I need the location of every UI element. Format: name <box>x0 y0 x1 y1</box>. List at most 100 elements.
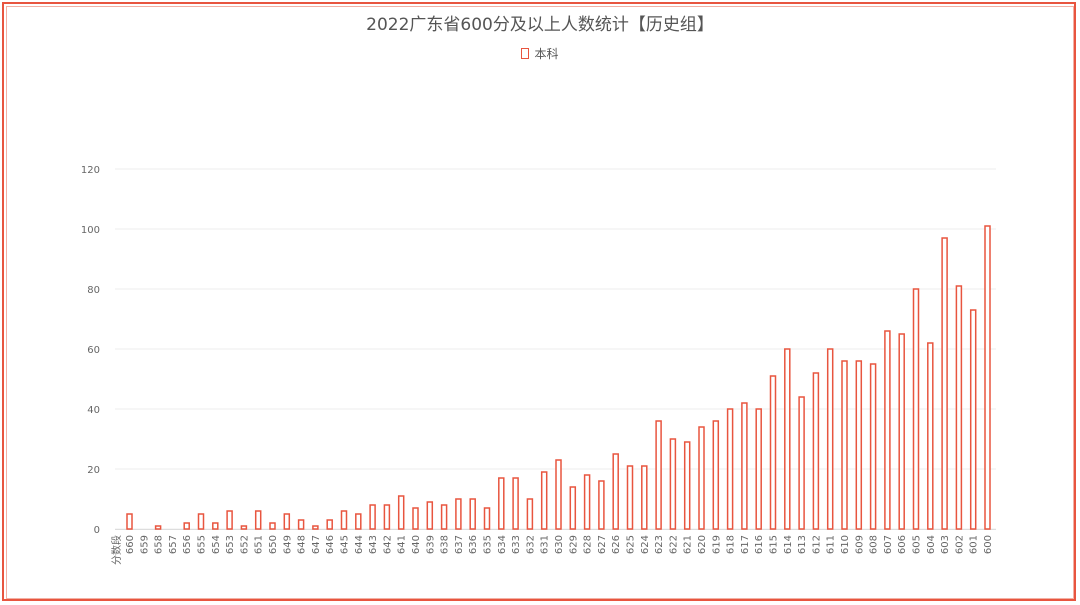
y-tick-label: 60 <box>87 345 100 356</box>
bar[interactable] <box>126 513 133 530</box>
x-tick-label: 640 <box>411 535 422 554</box>
bar[interactable] <box>369 504 376 530</box>
x-tick-label: 600 <box>983 535 994 554</box>
bar[interactable] <box>826 348 834 530</box>
bar[interactable] <box>297 519 305 530</box>
legend[interactable]: 本科 <box>0 45 1080 62</box>
x-tick-label: 603 <box>940 535 951 554</box>
x-tick-label: 625 <box>626 535 637 554</box>
bar[interactable] <box>526 498 534 530</box>
bar[interactable] <box>884 330 891 530</box>
x-tick-label: 618 <box>726 535 737 554</box>
bar[interactable] <box>426 501 434 530</box>
bar[interactable] <box>212 522 219 530</box>
bar[interactable] <box>769 375 777 530</box>
bar[interactable] <box>326 519 333 530</box>
x-tick-label: 615 <box>769 535 780 554</box>
y-tick-label: 80 <box>87 285 100 296</box>
bar[interactable] <box>583 474 591 530</box>
x-tick-label: 621 <box>683 535 694 554</box>
bar[interactable] <box>397 495 405 530</box>
bar[interactable] <box>798 396 805 530</box>
bar[interactable] <box>812 372 820 530</box>
bar[interactable] <box>469 498 476 530</box>
x-tick-label: 647 <box>311 535 322 554</box>
x-tick-label: 638 <box>440 535 451 554</box>
bar[interactable] <box>197 513 205 530</box>
x-tick-label: 623 <box>654 535 665 554</box>
x-tick-label: 648 <box>297 535 308 554</box>
x-tick-label: 634 <box>497 535 508 554</box>
bar[interactable] <box>340 510 348 530</box>
x-tick-label: 643 <box>368 535 379 554</box>
bar[interactable] <box>641 465 648 530</box>
bar[interactable] <box>226 510 233 530</box>
inner-frame <box>6 6 1074 599</box>
bar[interactable] <box>869 363 877 530</box>
bar[interactable] <box>969 309 977 530</box>
bar[interactable] <box>955 285 963 530</box>
bar[interactable] <box>855 360 863 530</box>
x-axis-title: 分数段 <box>110 535 123 565</box>
bar[interactable] <box>755 408 762 530</box>
bar[interactable] <box>741 402 748 530</box>
bar[interactable] <box>626 465 634 530</box>
bar[interactable] <box>383 504 391 530</box>
bar[interactable] <box>898 333 905 530</box>
x-tick-label: 650 <box>268 535 279 554</box>
x-tick-label: 624 <box>640 535 651 554</box>
chart-title: 2022广东省600分及以上人数统计【历史组】 <box>366 15 714 35</box>
bar[interactable] <box>240 525 248 530</box>
bar[interactable] <box>498 477 505 530</box>
bar[interactable] <box>841 360 848 530</box>
bar[interactable] <box>483 507 491 530</box>
x-tick-label: 604 <box>926 535 937 554</box>
x-tick-label: 639 <box>425 535 436 554</box>
bar[interactable] <box>912 288 920 530</box>
x-tick-label: 610 <box>840 535 851 554</box>
bar[interactable] <box>440 504 448 530</box>
bar[interactable] <box>726 408 734 530</box>
bar[interactable] <box>254 510 262 530</box>
x-tick-label: 641 <box>397 535 408 554</box>
bar[interactable] <box>312 525 319 530</box>
x-tick-label: 652 <box>239 535 250 554</box>
x-tick-label: 601 <box>969 535 980 554</box>
bar[interactable] <box>984 225 991 530</box>
legend-label: 本科 <box>534 47 559 61</box>
x-tick-label: 614 <box>783 535 794 554</box>
bar[interactable] <box>712 420 720 530</box>
x-tick-label: 630 <box>554 535 565 554</box>
bar[interactable] <box>455 498 462 530</box>
bar[interactable] <box>512 477 519 530</box>
x-tick-label: 659 <box>139 535 150 554</box>
bar[interactable] <box>655 420 662 530</box>
bar[interactable] <box>784 348 791 530</box>
bar[interactable] <box>598 480 605 530</box>
bar[interactable] <box>183 522 190 530</box>
bar[interactable] <box>698 426 705 530</box>
bar[interactable] <box>540 471 548 530</box>
bar[interactable] <box>927 342 934 530</box>
bar[interactable] <box>612 453 619 530</box>
bar[interactable] <box>283 513 291 530</box>
bar[interactable] <box>412 507 419 530</box>
bar[interactable] <box>555 459 562 530</box>
x-tick-label: 632 <box>525 535 536 554</box>
x-tick-label: 644 <box>354 535 365 554</box>
x-tick-label: 626 <box>611 535 622 554</box>
x-tick-label: 654 <box>211 535 222 554</box>
bar[interactable] <box>683 441 691 530</box>
bar[interactable] <box>355 513 362 530</box>
x-tick-label: 607 <box>883 535 894 554</box>
bar[interactable] <box>269 522 276 530</box>
bar[interactable] <box>154 525 162 530</box>
x-tick-label: 660 <box>125 535 136 554</box>
bar[interactable] <box>941 237 948 530</box>
y-tick-label: 100 <box>81 225 100 236</box>
x-tick-label: 616 <box>754 535 765 554</box>
x-tick-label: 611 <box>826 535 837 554</box>
bar[interactable] <box>669 438 677 530</box>
bar[interactable] <box>569 486 577 530</box>
